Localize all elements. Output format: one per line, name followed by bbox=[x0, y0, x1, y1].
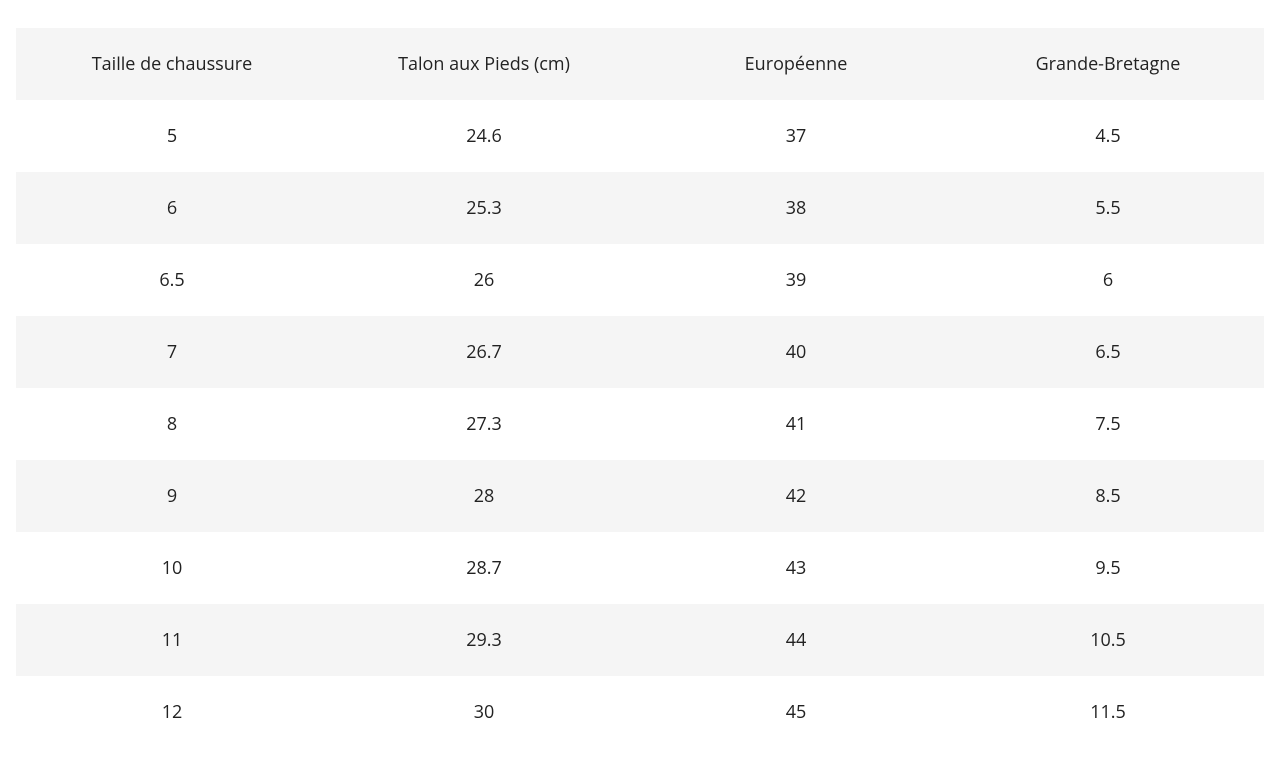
cell-shoe-size: 9 bbox=[16, 460, 328, 532]
cell-european: 44 bbox=[640, 604, 952, 676]
table-row: 6.5 26 39 6 bbox=[16, 244, 1264, 316]
cell-uk: 5.5 bbox=[952, 172, 1264, 244]
cell-european: 45 bbox=[640, 676, 952, 748]
cell-shoe-size: 11 bbox=[16, 604, 328, 676]
cell-uk: 10.5 bbox=[952, 604, 1264, 676]
cell-heel-to-toe: 28 bbox=[328, 460, 640, 532]
cell-european: 41 bbox=[640, 388, 952, 460]
cell-uk: 7.5 bbox=[952, 388, 1264, 460]
col-header-european: Européenne bbox=[640, 28, 952, 100]
cell-shoe-size: 10 bbox=[16, 532, 328, 604]
cell-heel-to-toe: 29.3 bbox=[328, 604, 640, 676]
cell-heel-to-toe: 26.7 bbox=[328, 316, 640, 388]
cell-european: 42 bbox=[640, 460, 952, 532]
size-table-container: Taille de chaussure Talon aux Pieds (cm)… bbox=[0, 0, 1280, 768]
cell-heel-to-toe: 24.6 bbox=[328, 100, 640, 172]
col-header-shoe-size: Taille de chaussure bbox=[16, 28, 328, 100]
cell-shoe-size: 12 bbox=[16, 676, 328, 748]
cell-heel-to-toe: 28.7 bbox=[328, 532, 640, 604]
cell-shoe-size: 7 bbox=[16, 316, 328, 388]
cell-european: 37 bbox=[640, 100, 952, 172]
table-row: 9 28 42 8.5 bbox=[16, 460, 1264, 532]
table-row: 6 25.3 38 5.5 bbox=[16, 172, 1264, 244]
cell-european: 38 bbox=[640, 172, 952, 244]
cell-uk: 8.5 bbox=[952, 460, 1264, 532]
table-row: 5 24.6 37 4.5 bbox=[16, 100, 1264, 172]
cell-european: 40 bbox=[640, 316, 952, 388]
cell-shoe-size: 5 bbox=[16, 100, 328, 172]
col-header-heel-to-toe: Talon aux Pieds (cm) bbox=[328, 28, 640, 100]
size-table-header-row: Taille de chaussure Talon aux Pieds (cm)… bbox=[16, 28, 1264, 100]
cell-uk: 6 bbox=[952, 244, 1264, 316]
cell-uk: 11.5 bbox=[952, 676, 1264, 748]
col-header-uk: Grande-Bretagne bbox=[952, 28, 1264, 100]
table-row: 12 30 45 11.5 bbox=[16, 676, 1264, 748]
table-row: 7 26.7 40 6.5 bbox=[16, 316, 1264, 388]
cell-uk: 4.5 bbox=[952, 100, 1264, 172]
cell-heel-to-toe: 26 bbox=[328, 244, 640, 316]
size-table: Taille de chaussure Talon aux Pieds (cm)… bbox=[16, 28, 1264, 748]
cell-shoe-size: 6.5 bbox=[16, 244, 328, 316]
table-row: 11 29.3 44 10.5 bbox=[16, 604, 1264, 676]
table-row: 8 27.3 41 7.5 bbox=[16, 388, 1264, 460]
cell-heel-to-toe: 30 bbox=[328, 676, 640, 748]
cell-shoe-size: 6 bbox=[16, 172, 328, 244]
cell-european: 39 bbox=[640, 244, 952, 316]
cell-heel-to-toe: 27.3 bbox=[328, 388, 640, 460]
table-row: 10 28.7 43 9.5 bbox=[16, 532, 1264, 604]
cell-european: 43 bbox=[640, 532, 952, 604]
size-table-body: 5 24.6 37 4.5 6 25.3 38 5.5 6.5 26 39 6 … bbox=[16, 100, 1264, 748]
cell-shoe-size: 8 bbox=[16, 388, 328, 460]
cell-heel-to-toe: 25.3 bbox=[328, 172, 640, 244]
cell-uk: 6.5 bbox=[952, 316, 1264, 388]
size-table-head: Taille de chaussure Talon aux Pieds (cm)… bbox=[16, 28, 1264, 100]
cell-uk: 9.5 bbox=[952, 532, 1264, 604]
